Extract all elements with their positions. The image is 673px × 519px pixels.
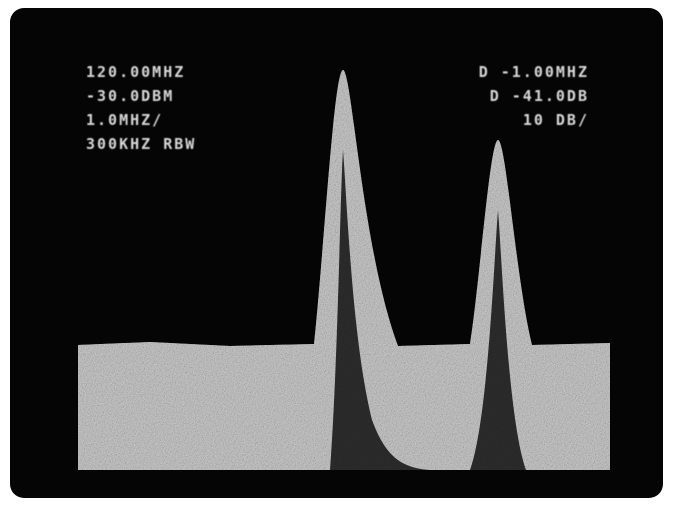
readout-line: -30.0DBM bbox=[86, 87, 175, 105]
readout-line: 300KHZ RBW bbox=[86, 135, 197, 153]
readout-line: D -1.00MHZ bbox=[478, 63, 589, 81]
left-readout: 120.00MHZ -30.0DBM 1.0MHZ/300KHZ RBW bbox=[86, 60, 196, 156]
readout-line: 10 DB/ bbox=[522, 111, 589, 129]
readout-line: D -41.0DB bbox=[489, 87, 589, 105]
readout-line: 1.0MHZ/ bbox=[86, 111, 164, 129]
right-readout: D -1.00MHZ D -41.0DB 10 DB/ bbox=[479, 60, 589, 132]
readout-line: 120.00MHZ bbox=[86, 63, 186, 81]
trace-shadow bbox=[470, 210, 526, 470]
trace-shadow bbox=[330, 150, 430, 470]
